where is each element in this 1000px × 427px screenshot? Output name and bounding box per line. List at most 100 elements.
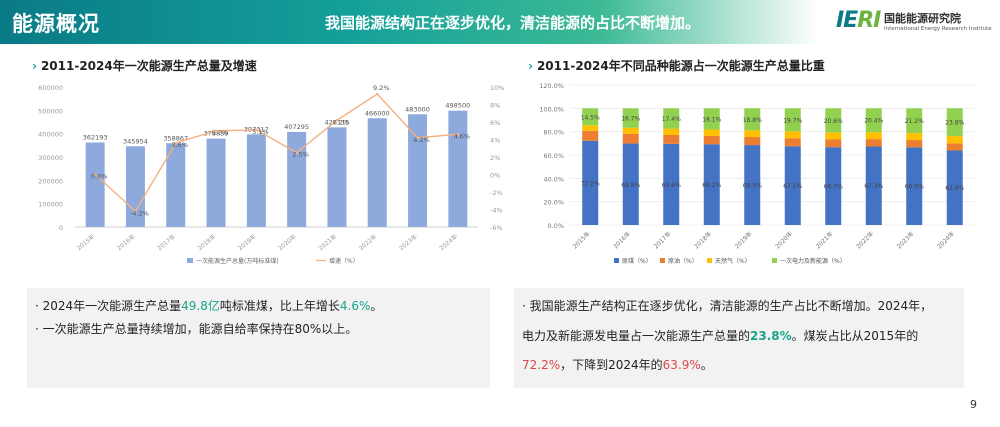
stack-segment-clean [825,108,842,133]
x-tick-label: 2021年 [814,230,835,251]
stack-data-label: 19.7% [783,117,802,124]
stack-segment-oil [906,140,923,148]
chevron-right-icon: › [528,59,533,73]
legend-label: 一次电力及新能源（%） [780,257,846,265]
line-point [93,173,97,176]
stack-data-label: 69.2% [702,182,721,189]
chevron-right-icon: › [32,59,37,73]
page-subtitle: 我国能源结构正在逐步优化，清洁能源的占比不断增加。 [325,14,701,32]
line-data-label: 3.6% [171,141,188,149]
line-data-label: 9.2% [373,84,390,92]
stack-segment-oil [784,138,801,147]
x-tick-label: 2019年 [733,230,754,251]
bar-data-label: 466000 [365,109,390,117]
x-tick-label: 2020年 [276,232,297,252]
bar-production [408,114,428,227]
page-title: 能源概况 [12,12,100,36]
line-data-label: 6.2% [333,118,350,126]
stack-segment-gas [622,127,639,134]
line-point [375,92,379,96]
x-tick-label: 2015年 [571,230,592,251]
line-data-label: 4.6% [454,132,471,140]
left-y-tick-label: 500000 [38,107,63,115]
line-point [174,141,178,145]
stack-segment-coal [865,146,882,225]
right-y-tick-label: 6% [490,119,500,127]
bar-data-label: 358867 [163,134,188,142]
right-y-tick-label: 8% [490,102,500,110]
left-y-tick-label: 600000 [38,84,63,92]
stack-data-label: 20.6% [824,118,843,125]
stack-segment-coal [784,146,801,225]
stack-segment-oil [622,133,639,144]
bar-production [166,143,186,227]
x-tick-label: 2017年 [652,230,673,251]
legend-swatch [614,258,619,263]
x-tick-label: 2020年 [773,230,794,251]
ieri-logo: IERI 国能能源研究院 International Energy Resear… [836,8,996,40]
line-growth-rate [94,93,458,213]
stack-segment-gas [663,128,680,135]
right-y-tick-label: 0% [490,172,500,180]
stack-segment-clean [622,108,639,128]
stack-segment-clean [582,108,599,126]
stack-data-label: 21.2% [905,118,924,125]
bar-production [246,134,266,227]
bar-production [327,127,347,227]
right-y-tick-label: -2% [490,189,503,197]
line-data-label: 2.5% [292,151,309,159]
stack-segment-gas [906,133,923,141]
line-point [214,129,218,133]
left-y-tick-label: 0 [59,224,63,232]
left-y-tick-label: 300000 [38,154,63,162]
right-y-tick-label: -4% [490,207,503,215]
bar-data-label: 427115 [325,118,350,126]
bar-production [206,138,226,227]
line-data-label: 0.0% [91,173,108,181]
x-tick-label: 2022年 [854,230,875,251]
left-summary-box: · 2024年一次能源生产总量49.8亿吨标准煤，比上年增长4.6%。 · 一次… [27,288,490,388]
line-data-label: -4.2% [130,209,149,217]
y-tick-label: 20.0% [543,199,564,207]
x-tick-label: 2016年 [611,230,632,251]
stack-data-label: 66.6% [905,184,924,191]
right-y-tick-label: -6% [490,224,503,232]
production-growth-chart: 0 100000 200000 300000 400000 500000 600000 -6%… [38,84,504,265]
stack-segment-oil [582,130,599,141]
stack-segment-clean [946,108,963,137]
legend-label: 天然气（%） [715,257,751,265]
stack-segment-gas [703,129,720,136]
y-tick-label: 100.0% [539,105,564,113]
stack-segment-gas [865,132,882,140]
stack-segment-clean [663,108,680,129]
bar-production [85,142,105,227]
bar-data-label: 498500 [445,102,470,110]
summary-line-2: 电力及新能源发电量占一次能源生产总量的23.8%。煤炭占比从2015年的 [522,329,919,343]
stack-segment-clean [906,108,923,134]
stack-segment-oil [825,139,842,148]
x-tick-label: 2024年 [935,230,956,251]
line-data-label: 5.0% [212,129,229,137]
right-y-tick-label: 2% [490,154,500,162]
legend-label-growth: 增速（%） [329,257,359,265]
summary-line-3: 72.2%，下降到2024年的63.9%。 [522,358,713,372]
stack-segment-clean [784,108,801,132]
stack-segment-clean [744,108,761,131]
stack-data-label: 18.8% [743,117,762,124]
stack-data-label: 69.8% [621,182,640,189]
x-tick-label: 2023年 [895,230,916,251]
stack-data-label: 20.4% [864,118,883,125]
logo-chinese-name: 国能能源研究院 [884,12,961,25]
stack-data-label: 63.9% [945,185,964,192]
summary-line-1: · 我国能源生产结构正在逐步优化，清洁能源的生产占比不断增加。2024年， [522,299,933,313]
bar-data-label: 345954 [123,137,148,145]
stack-segment-gas [744,130,761,138]
legend-swatch [660,258,665,263]
stack-segment-gas [825,132,842,140]
x-tick-label: 2016年 [115,232,136,252]
y-tick-label: 60.0% [543,152,564,160]
x-tick-label: 2015年 [75,232,96,252]
stack-data-label: 14.5% [581,114,600,121]
stack-segment-coal [582,140,599,225]
bar-data-label: 362193 [83,133,108,141]
